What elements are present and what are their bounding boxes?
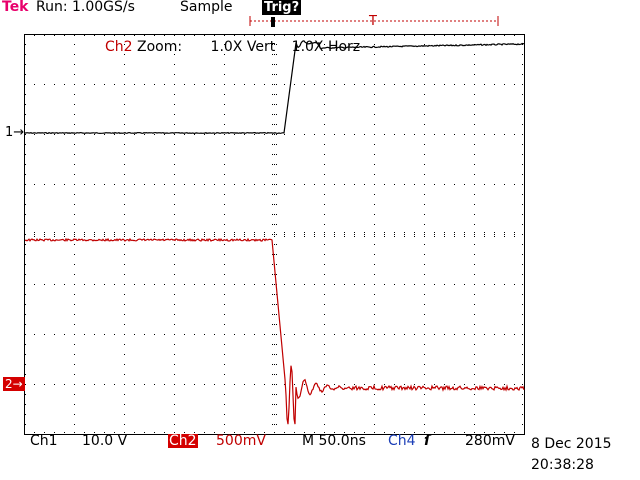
zoom-vert: 1.0X Vert [210,39,276,55]
ch2-ground-marker: 2→ [3,377,25,391]
zoom-channel: Ch2 [105,39,133,55]
ch2-label: Ch2 [168,433,198,449]
zoom-text: Zoom: [137,39,183,55]
ch1-ground-marker: 1→ [5,125,25,140]
graticule-grid [24,34,525,435]
run-status: Run: 1.00GS/s [36,0,135,15]
date-readout: 8 Dec 2015 [531,436,612,452]
zoom-horz: 1.0X Horz [291,39,361,55]
ch2-scale: 500mV [216,433,266,449]
trigger-status-badge: Trig? [262,0,302,15]
trigger-level: 280mV [465,433,515,449]
zoom-label: Ch2 Zoom: 1.0X Vert 1.0X Horz [105,40,360,54]
brand-logo: Tek [2,0,29,15]
acquisition-mode: Sample [180,0,233,15]
trigger-position-marker [271,17,275,27]
time-readout: 20:38:28 [531,457,594,473]
ch1-scale: 10.0 V [82,433,128,449]
trigger-position-ruler: T [249,14,499,29]
ch2-waveform [24,237,525,425]
timebase: M 50.0ns [302,433,366,449]
ch1-waveform [25,40,525,135]
trigger-slope-icon: ſ [424,433,431,449]
trigger-source: Ch4 [388,433,416,449]
trigger-t-marker: T [368,14,377,29]
ch1-label: Ch1 [30,433,58,449]
